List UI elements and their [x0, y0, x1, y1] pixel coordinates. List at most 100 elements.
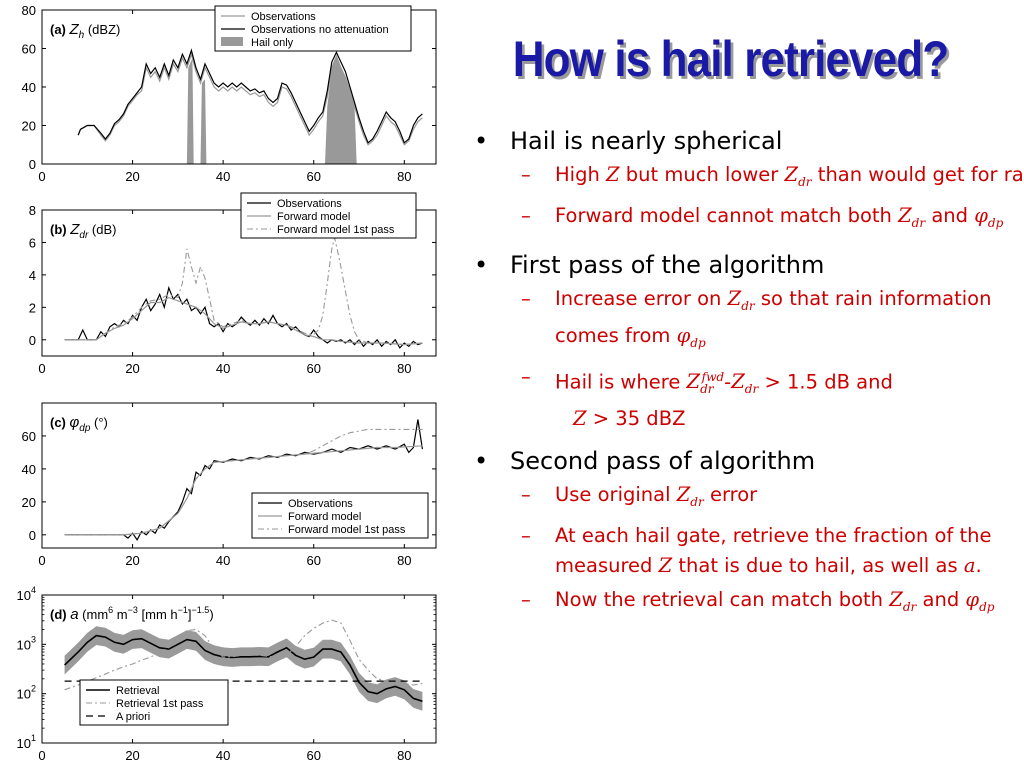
math-base: Z — [686, 370, 701, 394]
x-tick-label: 40 — [216, 748, 230, 763]
y-tick-label: 101 — [17, 733, 36, 751]
y-tick-exponent: 1 — [31, 733, 36, 743]
y-tick-base: 10 — [17, 687, 31, 702]
axes-frame — [41, 209, 437, 357]
sub-bullet-text: so that rain information comes from — [555, 286, 992, 347]
panel-unit: (°) — [90, 415, 107, 430]
math-symbol: φdp — [965, 587, 994, 614]
y-tick-label: 0 — [29, 157, 36, 172]
sub-bullet-item: – Use original Zdr error — [510, 480, 1024, 517]
y-tick-label: 0 — [29, 528, 36, 543]
x-tick-label: 20 — [125, 169, 139, 184]
panel-unit-exp: −3 — [128, 605, 138, 615]
math-symbol: φdp — [974, 203, 1003, 230]
chart-panel: 0 20 40 60 80 0 20 40 60 80 (a) Zh (dBZ) Observatio… — [22, 3, 437, 184]
x-tick-label: 20 — [125, 553, 139, 568]
legend-label: Observations — [277, 198, 342, 210]
panel-title: (d) a (mm6 m−3 [mm h−1]−1.5) — [50, 605, 214, 623]
sub-bullet-text: error — [703, 482, 758, 506]
x-tick-label: 60 — [306, 748, 320, 763]
panel-letter: (c) — [50, 415, 70, 430]
x-tick-label: 80 — [397, 169, 411, 184]
series-line — [64, 419, 423, 541]
series-line-retrieval — [64, 634, 423, 703]
panel-symbol: a — [70, 606, 78, 623]
x-tick-label: 40 — [216, 169, 230, 184]
plot-area — [64, 419, 423, 541]
x-tick-label: 20 — [125, 748, 139, 763]
math-base: Z — [731, 370, 745, 394]
y-tick-label: 60 — [22, 42, 36, 57]
sub-bullet-text: > 35 dBZ — [586, 406, 686, 430]
panel-unit: (mm — [79, 607, 109, 622]
math-base: Z — [573, 406, 587, 430]
y-tick-label: 4 — [29, 268, 36, 283]
series-line — [64, 619, 423, 691]
sub-bullet-text: > 1.5 dB and — [758, 370, 893, 394]
panel-letter: (b) — [50, 222, 70, 237]
panel-unit-exp: 6 — [108, 605, 113, 615]
retrieval-uncertainty-band — [64, 626, 423, 711]
math-base: φ — [974, 203, 988, 227]
panel-title: (b) Zdr (dB) — [50, 221, 116, 241]
series-line — [77, 48, 423, 144]
bullet-list: • Hail is nearly spherical – High Z but muc… — [472, 126, 1024, 622]
x-tick-label: 60 — [306, 553, 320, 568]
sub-bullet-text: - — [724, 370, 732, 394]
math-base: φ — [965, 587, 980, 611]
sub-bullet-item: – Now the retrieval can match both Zdr an… — [510, 585, 1024, 622]
math-subscript: dr — [744, 381, 759, 396]
legend-label: Forward model 1st pass — [288, 524, 406, 536]
hail-fill-area — [325, 56, 357, 164]
math-subscript: dp — [690, 335, 706, 350]
panel-unit: ] — [188, 607, 192, 622]
slide-title: How is hail retrieved? — [512, 31, 949, 87]
sub-bullet-item: – Hail is where Zdrfwd-Zdr > 1.5 dB and Z… — [510, 362, 1024, 434]
y-tick-label: 102 — [17, 684, 36, 702]
math-symbol: Zdr — [898, 203, 925, 230]
legend-label: Forward model — [277, 211, 350, 223]
sub-bullet-item: – Increase error on Zdr so that rain info… — [510, 284, 1024, 358]
x-tick-label: 20 — [125, 361, 139, 376]
panel-symbol: φ — [70, 414, 80, 431]
y-tick-label: 20 — [22, 495, 36, 510]
bullet-dot: • — [474, 446, 489, 475]
series-line — [64, 237, 423, 346]
x-tick-label: 0 — [38, 169, 45, 184]
sub-bullet-dash: – — [521, 163, 531, 186]
bullet-text: Second pass of algorithm — [510, 446, 816, 475]
sub-bullet-item: – Forward model cannot match both Zdr and… — [510, 201, 1024, 238]
sub-bullet-dash: – — [521, 286, 531, 310]
math-base: a — [963, 553, 976, 577]
math-symbol: Zdrfwd — [686, 370, 725, 396]
x-tick-label: 0 — [38, 748, 45, 763]
math-symbol: Zdr — [785, 163, 812, 189]
y-tick-base: 10 — [17, 736, 31, 751]
y-tick-label: 20 — [22, 119, 36, 134]
math-base: Z — [898, 203, 912, 227]
panel-unit: [mm h — [138, 607, 178, 622]
bullet-text: First pass of the algorithm — [510, 250, 825, 279]
math-base: Z — [606, 163, 620, 186]
legend-label: Forward model 1st pass — [277, 224, 395, 236]
math-base: Z — [889, 587, 903, 611]
x-tick-label: 80 — [397, 553, 411, 568]
y-tick-exponent: 2 — [31, 684, 36, 694]
x-tick-label: 0 — [38, 553, 45, 568]
math-symbol: Z — [606, 163, 620, 186]
math-symbol: φdp — [677, 324, 706, 350]
legend-label: Forward model — [288, 511, 361, 523]
plot-area — [64, 237, 423, 349]
math-subscript: dr — [700, 381, 714, 396]
sub-bullet-text: Now the retrieval can match both — [555, 587, 890, 611]
math-symbol: a — [964, 554, 976, 577]
y-tick-label: 40 — [22, 462, 36, 477]
x-tick-label: 0 — [38, 361, 45, 376]
x-tick-label: 40 — [216, 361, 230, 376]
panel-unit-exp: −1.5 — [192, 605, 210, 615]
legend-label: Retrieval — [116, 685, 159, 697]
math-symbol: Zdr — [728, 287, 755, 313]
bullet-text: Hail is nearly spherical — [510, 127, 783, 155]
